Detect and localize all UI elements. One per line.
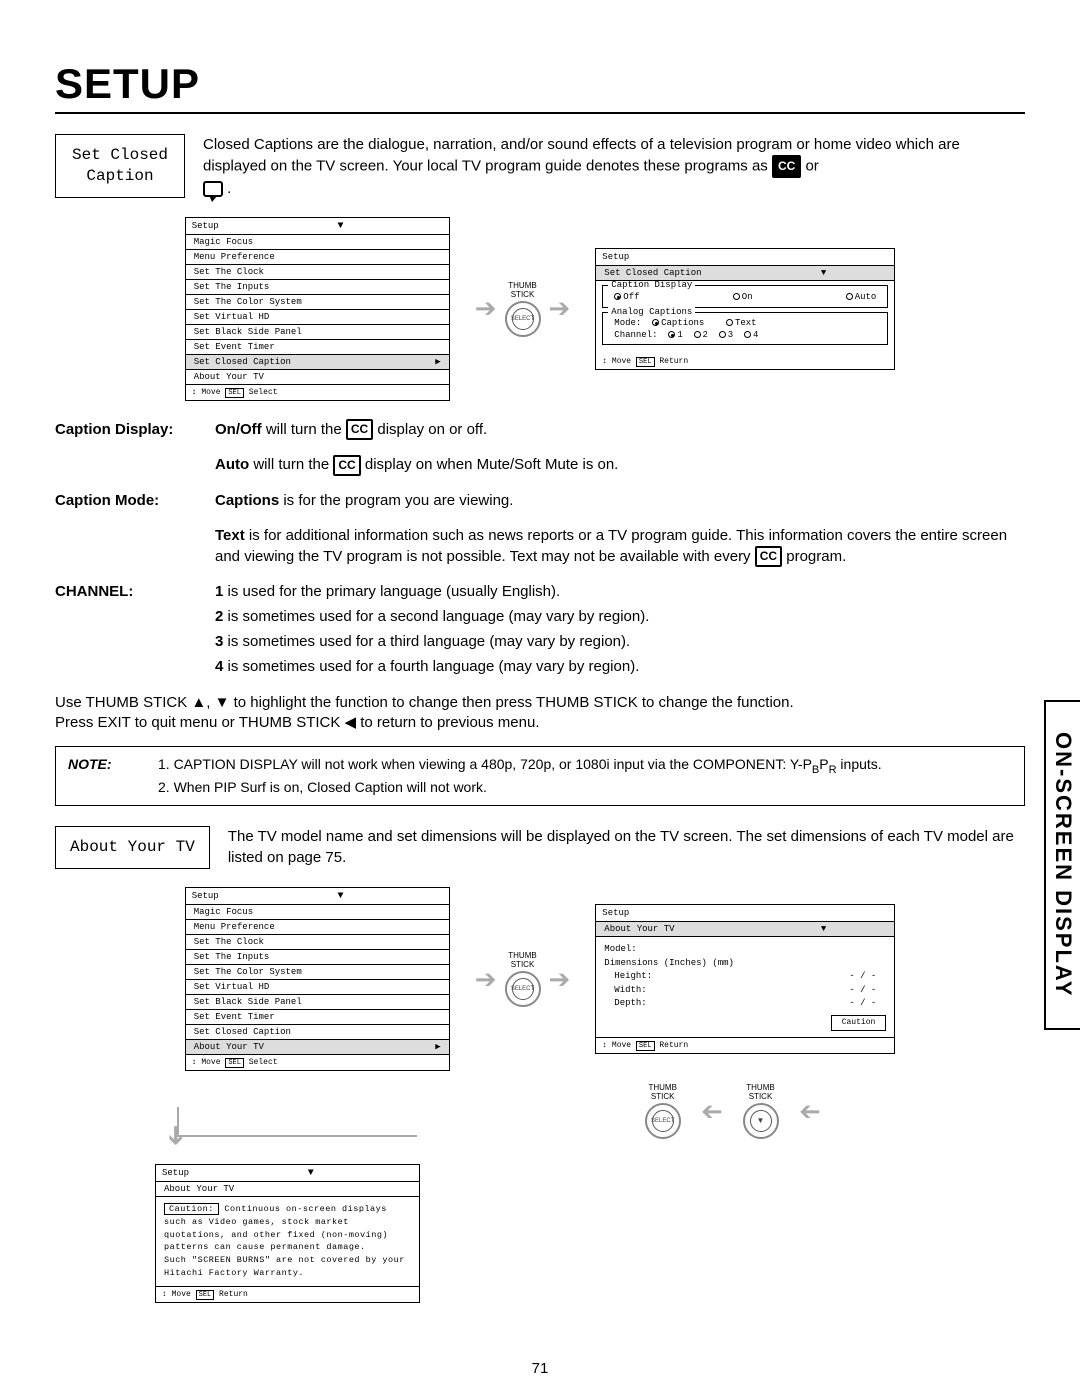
about-menu-flow: Setup▼ Magic FocusMenu PreferenceSet The… [55, 887, 1025, 1071]
arrow-right-icon: ➔ [549, 964, 571, 995]
osd-menu-list: Magic FocusMenu PreferenceSet The ClockS… [186, 905, 449, 1054]
osd-menu-item: Set Black Side Panel [186, 325, 449, 340]
thumb-stick-icon: THUMB STICK SELECT [645, 1083, 681, 1139]
page-number: 71 [532, 1360, 549, 1377]
definitions: Caption Display: On/Off will turn the CC… [55, 419, 1025, 681]
arrow-left-icon: ➔ [799, 1096, 821, 1127]
return-flow-row: THUMB STICK SELECT ➔ THUMB STICK ▼ ➔ [440, 1083, 1025, 1139]
osd-menu-item: Set Virtual HD [186, 310, 449, 325]
about-tv-header-row: About Your TV The TV model name and set … [55, 826, 1025, 869]
arrow-left-icon: ➔ [701, 1096, 723, 1127]
arrow-right-icon: ➔ [475, 293, 497, 324]
cc-intro-text: Closed Captions are the dialogue, narrat… [203, 134, 1025, 199]
about-tv-intro: The TV model name and set dimensions wil… [228, 826, 1025, 868]
page-title: SETUP [55, 60, 1025, 108]
caution-button[interactable]: Caution [831, 1015, 887, 1031]
osd-menu-item: Set Virtual HD [186, 980, 449, 995]
about-tv-caution-menu: Setup▼ About Your TV Caution: Continuous… [155, 1164, 420, 1303]
def-label-caption-display: Caption Display: [55, 419, 215, 480]
note-label: NOTE: [68, 755, 138, 798]
osd-menu-item: Set The Color System [186, 965, 449, 980]
thumb-stick-down-icon: THUMB STICK ▼ [743, 1083, 779, 1139]
intro-part1: Closed Captions are the dialogue, narrat… [203, 136, 960, 174]
setup-menu-left-about: Setup▼ Magic FocusMenu PreferenceSet The… [185, 887, 450, 1071]
label-line2: Caption [86, 167, 153, 185]
thumb-stick-arrow-group: ➔ THUMB STICK SELECT ➔ [475, 281, 571, 337]
about-tv-submenu: Setup About Your TV▼ Model: Dimensions (… [595, 904, 895, 1054]
osd-menu-item: Set Event Timer [186, 1010, 449, 1025]
instructions: Use THUMB STICK ▲, ▼ to highlight the fu… [55, 693, 1025, 734]
cc-icon: CC [772, 155, 801, 178]
osd-menu-item: Set Closed Caption▶ [186, 355, 449, 370]
about-your-tv-box: About Your TV [55, 826, 210, 869]
set-closed-caption-box: Set Closed Caption [55, 134, 185, 198]
thumb-stick-icon: THUMB STICK SELECT [505, 281, 541, 337]
osd-menu-item: Set Closed Caption [186, 1025, 449, 1040]
osd-menu-item: Menu Preference [186, 250, 449, 265]
osd-menu-item: Set The Inputs [186, 950, 449, 965]
osd-footer: ↕ Move SEL Select [186, 384, 449, 400]
closed-caption-header-row: Set Closed Caption Closed Captions are t… [55, 134, 1025, 199]
osd-menu-item: Menu Preference [186, 920, 449, 935]
cc-icon: CC [346, 419, 373, 440]
label-line1: Set Closed [72, 146, 168, 164]
cc-icon: CC [755, 546, 782, 567]
osd-menu-list: Magic FocusMenu PreferenceSet The ClockS… [186, 235, 449, 384]
osd-menu-item: Set The Inputs [186, 280, 449, 295]
speech-bubble-icon [203, 181, 223, 197]
osd-footer: ↕ Move SEL Return [596, 349, 894, 369]
thumb-stick-icon: THUMB STICK SELECT [505, 951, 541, 1007]
osd-menu-item: Set The Clock [186, 935, 449, 950]
osd-menu-item: Magic Focus [186, 235, 449, 250]
note-box: NOTE: 1. CAPTION DISPLAY will not work w… [55, 746, 1025, 807]
closed-caption-submenu: Setup Set Closed Caption ▼ Caption Displ… [595, 248, 895, 370]
setup-menu-left: Setup▼ Magic FocusMenu PreferenceSet The… [185, 217, 450, 401]
osd-header: Setup▼ [186, 218, 449, 235]
analog-captions-group: Analog Captions Mode: Captions Text Chan… [602, 312, 888, 345]
def-label-caption-mode: Caption Mode: [55, 490, 215, 571]
osd-subheader: Set Closed Caption ▼ [596, 266, 894, 281]
arrow-right-icon: ➔ [549, 293, 571, 324]
osd-menu-item: Set The Color System [186, 295, 449, 310]
caution-label: Caution: [164, 1203, 219, 1215]
arrow-right-icon: ➔ [475, 964, 497, 995]
cc-icon: CC [333, 455, 360, 476]
caution-menu-wrap: Setup▼ About Your TV Caution: Continuous… [155, 1164, 1025, 1303]
osd-menu-item: Set Black Side Panel [186, 995, 449, 1010]
osd-menu-item: Set Event Timer [186, 340, 449, 355]
title-rule [55, 112, 1025, 114]
caution-flow: ➔ ➔ [155, 1147, 1025, 1158]
thumb-stick-arrow-group: ➔ THUMB STICK SELECT ➔ [475, 951, 571, 1007]
osd-menu-item: About Your TV [186, 370, 449, 384]
intro-or: or [805, 157, 818, 174]
cc-menu-flow: Setup▼ Magic FocusMenu PreferenceSet The… [55, 217, 1025, 401]
osd-menu-item: Set The Clock [186, 265, 449, 280]
def-label-channel: CHANNEL: [55, 581, 215, 681]
osd-header: Setup [596, 249, 894, 266]
caption-display-group: Caption Display Off On Auto [602, 285, 888, 308]
osd-menu-item: Magic Focus [186, 905, 449, 920]
side-tab: ON-SCREEN DISPLAY [1044, 700, 1080, 1030]
osd-menu-item: About Your TV▶ [186, 1040, 449, 1054]
